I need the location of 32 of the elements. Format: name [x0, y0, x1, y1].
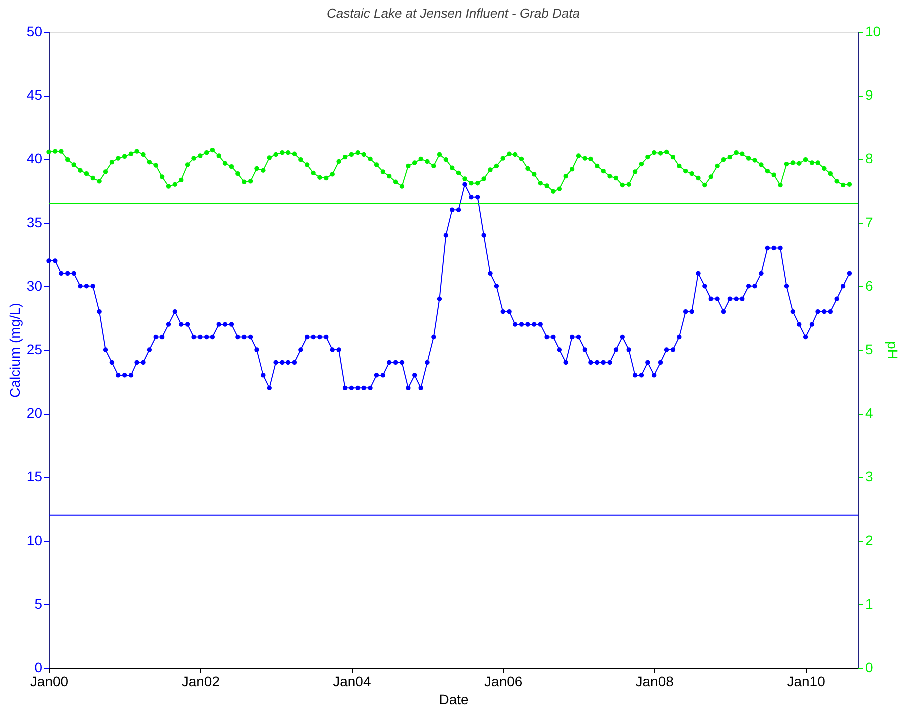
y2-tick-label: 2	[866, 532, 874, 548]
y2-tick-label: 10	[866, 24, 882, 40]
y-tick-label: 10	[26, 532, 43, 548]
y-tick-label: 40	[26, 150, 43, 167]
y2-tick-label: 3	[866, 468, 874, 485]
x-tick-label: Jan04	[333, 674, 372, 690]
y2-tick-label: 5	[866, 342, 874, 358]
y2-tick-label: 1	[866, 596, 874, 612]
y-tick-label: 50	[26, 24, 43, 40]
chart-title: Castaic Lake at Jensen Influent - Grab Data	[327, 6, 580, 21]
x-tick-label: Jan00	[30, 674, 69, 690]
y-tick-label: 15	[26, 468, 43, 485]
y-tick-label: 5	[34, 596, 43, 612]
x-tick-label: Jan10	[787, 674, 826, 690]
y-axis-title: Calcium (mg/L)	[6, 303, 23, 398]
y-tick-label: 0	[34, 660, 43, 676]
y-tick-label: 35	[26, 214, 43, 230]
y2-tick-label: 9	[866, 87, 874, 104]
y2-tick-label: 4	[866, 405, 874, 422]
y2-tick-label: 0	[866, 660, 874, 676]
y2-tick-label: 6	[866, 278, 874, 294]
x-tick-label: Jan08	[636, 674, 674, 690]
y-tick-label: 20	[26, 405, 43, 422]
y2-tick-label: 7	[866, 214, 874, 230]
x-tick-label: Jan02	[182, 674, 220, 690]
y-tick-label: 30	[26, 278, 43, 294]
y2-tick-label: 8	[866, 150, 874, 167]
x-axis-title: Date	[439, 692, 469, 708]
y-tick-label: 45	[26, 87, 43, 104]
y-tick-label: 25	[26, 342, 43, 358]
y2-axis-title: pH	[885, 342, 902, 360]
x-tick-label: Jan06	[484, 674, 523, 690]
